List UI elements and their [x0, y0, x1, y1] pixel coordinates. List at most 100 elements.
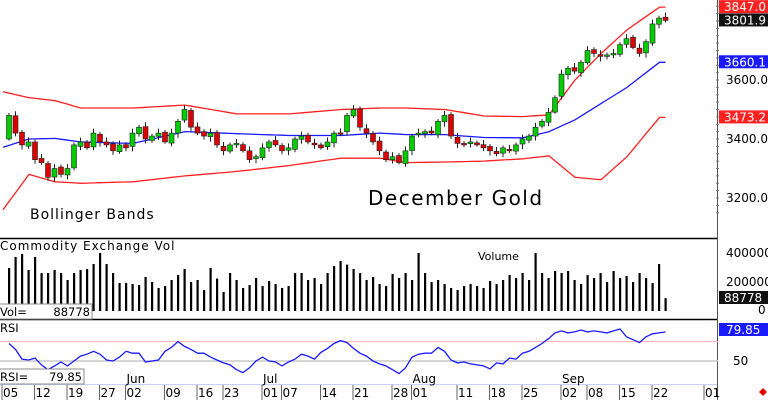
candle-body [441, 115, 448, 122]
candle-body [279, 145, 285, 152]
volume-bar [216, 278, 219, 311]
volume-panel-title: Commodity Exchange Vol [0, 239, 175, 253]
x-tick-label: 27 [101, 386, 116, 400]
candle-body [584, 50, 591, 63]
volume-bar [99, 253, 102, 311]
volume-bar [359, 273, 362, 311]
candle-body [298, 135, 305, 140]
x-tick-label: 08 [588, 386, 603, 400]
rsi-panel-title: RSI [0, 321, 19, 335]
volume-bar [300, 273, 303, 311]
candle-body [526, 135, 532, 141]
candle-body [12, 115, 19, 134]
volume-bar [346, 264, 349, 311]
candle-body [175, 121, 181, 134]
volume-bar [372, 276, 375, 311]
volume-tick-label: 0 [758, 303, 766, 317]
candle-body [97, 133, 103, 143]
price-marker-box [719, 110, 768, 124]
candle-body [370, 133, 376, 143]
price-tick-label: 3600.0 [726, 73, 768, 87]
candle-body [240, 144, 246, 152]
x-tick-label: 02 [127, 386, 142, 400]
volume-bar [593, 277, 596, 311]
volume-bar [398, 277, 401, 311]
volume-bar [138, 285, 141, 311]
volume-bar [547, 277, 550, 311]
candle-body [649, 23, 656, 44]
month-label: Sep [562, 372, 585, 386]
candle-body [168, 132, 175, 144]
volume-bar [404, 273, 407, 311]
candle-body [422, 131, 428, 134]
volume-bar [450, 287, 453, 311]
volume-bar [86, 268, 89, 311]
volume-bar [619, 277, 622, 311]
x-tick-label: 12 [36, 386, 51, 400]
candle-body [38, 158, 45, 163]
candle-body [448, 114, 454, 137]
candle-body [194, 126, 201, 134]
x-tick-label: 25 [523, 386, 538, 400]
volume-bar [66, 279, 69, 311]
volume-bars [8, 253, 667, 311]
volume-bar [534, 253, 537, 311]
candle-body [383, 151, 389, 160]
candle-body [318, 144, 324, 149]
volume-bar [14, 256, 17, 311]
candle-body [149, 135, 155, 141]
candle-body [129, 132, 136, 147]
marker-diamond-icon [759, 388, 767, 396]
candle-body [214, 132, 220, 146]
volume-bar [658, 264, 661, 311]
volume-bar [385, 286, 388, 311]
candle-body [233, 143, 240, 146]
volume-bar [560, 273, 563, 311]
candle-body [142, 126, 149, 140]
candle-body [480, 144, 487, 149]
volume-bar [521, 273, 524, 311]
rsi-readout-label: RSI= [0, 370, 28, 384]
volume-bar [567, 271, 570, 311]
volume-bar [443, 284, 446, 311]
rsi-readout-value: 79.85 [49, 370, 82, 384]
upper-band-line [2, 6, 666, 118]
volume-bar [528, 279, 531, 311]
volume-bar [632, 282, 635, 311]
volume-bar [235, 279, 238, 311]
x-tick-label: 23 [224, 386, 239, 400]
volume-bar [196, 279, 199, 311]
volume-bar [424, 273, 427, 311]
volume-bar [203, 289, 206, 311]
month-label: Jul [262, 372, 277, 386]
volume-bar [281, 287, 284, 311]
volume-bar [131, 284, 134, 311]
volume-bar [287, 286, 290, 311]
candle-body [500, 147, 506, 154]
volume-bar [8, 267, 11, 311]
x-tick-label: 21 [354, 386, 369, 400]
candle-body [532, 126, 539, 137]
rsi-series [8, 328, 666, 375]
x-tick-label: 22 [653, 386, 668, 400]
volume-bar [554, 271, 557, 311]
candle-body [435, 121, 441, 135]
volume-bar [515, 277, 518, 311]
volume-bar [339, 261, 342, 311]
panel-frames [0, 0, 718, 400]
volume-bar [190, 282, 193, 311]
volume-bar [365, 279, 368, 311]
volume-bar [229, 273, 232, 311]
candle-body [402, 150, 409, 164]
candle-body [266, 141, 272, 148]
candle-body [45, 163, 51, 178]
price-marker-box [719, 0, 768, 14]
candle-body [623, 38, 630, 45]
lower-band-line [2, 116, 666, 211]
volume-tick-label: 200000 [726, 275, 768, 289]
volume-bar [248, 285, 251, 311]
candle-body [604, 54, 610, 57]
price-marker-box [719, 55, 768, 69]
candle-body [643, 41, 649, 54]
x-tick-label: 01 [263, 386, 278, 400]
